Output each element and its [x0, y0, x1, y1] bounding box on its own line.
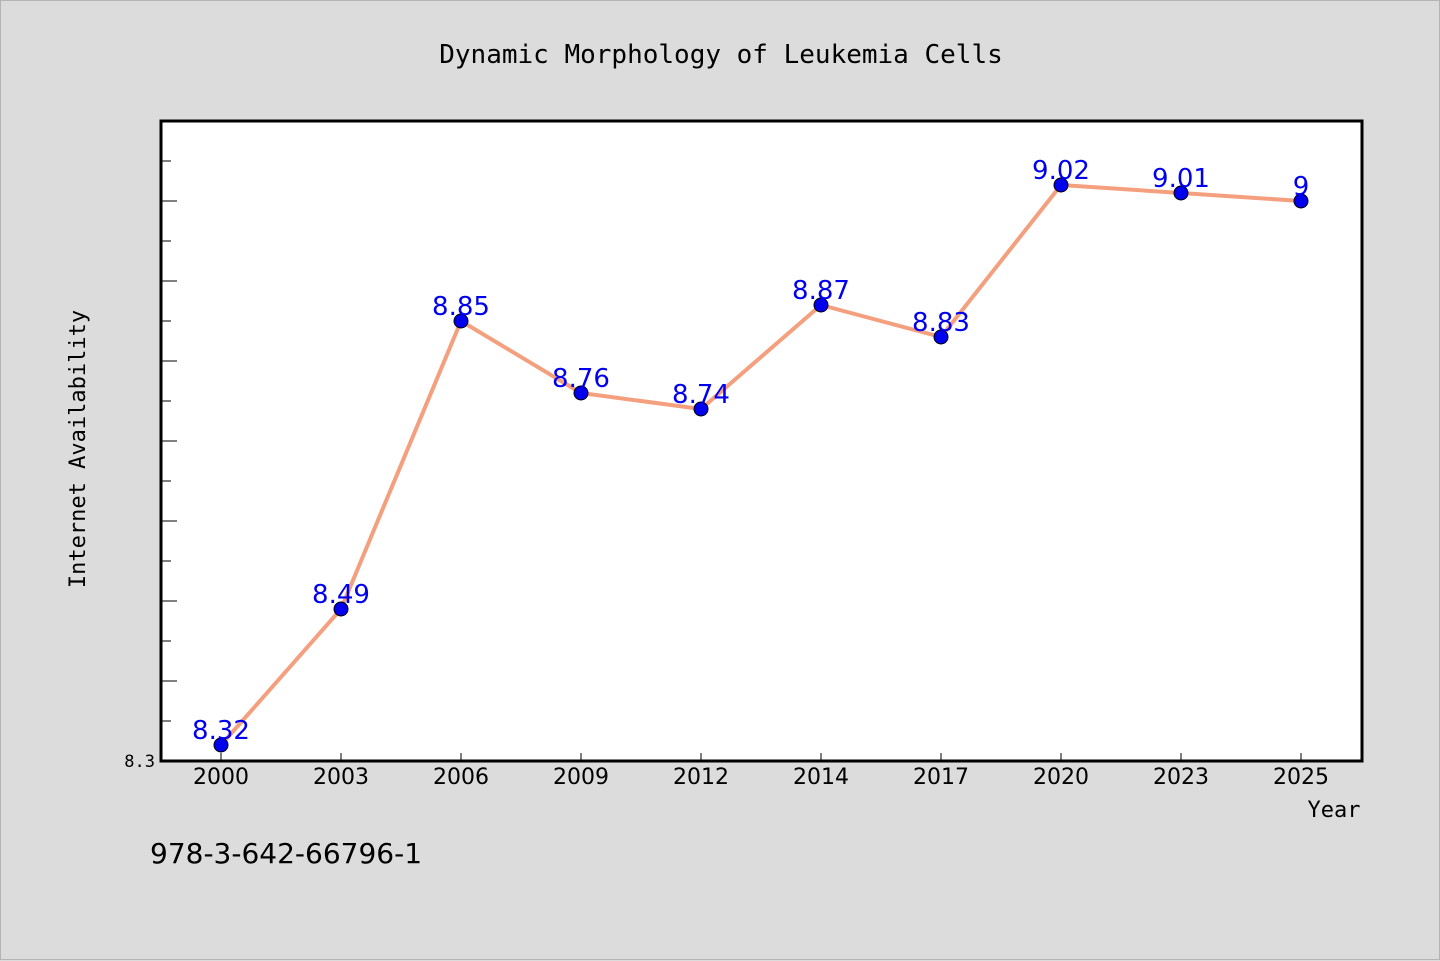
data-point: [333, 601, 349, 617]
x-tick-label: 2020: [1033, 765, 1089, 790]
y-axis-ticks: 8.3: [124, 120, 177, 772]
plot-area: [161, 121, 1362, 761]
series-line: [219, 183, 1303, 747]
plot-frame: [159, 119, 1364, 763]
data-point: [933, 329, 949, 345]
data-point: [1053, 177, 1069, 193]
x-tick-label: 2023: [1153, 765, 1209, 790]
x-tick-label: 2006: [433, 765, 489, 790]
x-axis-ticks: 2000 2003 2006 2009 2012 2014 2017 2020 2023 2025: [193, 753, 1329, 790]
data-label: 8.32: [192, 716, 250, 746]
data-point: [1293, 193, 1309, 209]
x-axis-label: Year: [1308, 798, 1361, 823]
x-tick-label: 2025: [1273, 765, 1329, 790]
x-tick-label: 2003: [313, 765, 369, 790]
data-label: 8.49: [312, 580, 370, 610]
data-label: 8.74: [672, 380, 730, 410]
isbn-footer: 978-3-642-66796-1: [150, 837, 422, 870]
x-tick-label: 2000: [193, 765, 249, 790]
data-label: 8.76: [552, 364, 610, 394]
x-tick-label: 2017: [913, 765, 969, 790]
series-layer: 8.32 8.49 8.85 8.76 8.74 8.87 8.83 9.02 9.01 9: [192, 156, 1310, 753]
data-label: 9: [1293, 172, 1310, 202]
y-axis-label: Internet Availability: [66, 310, 91, 588]
x-tick-label: 2014: [793, 765, 849, 790]
chart-title: Dynamic Morphology of Leukemia Cells: [439, 40, 1003, 70]
data-label: 8.83: [912, 308, 970, 338]
data-point: [453, 313, 469, 329]
data-point: [693, 401, 709, 417]
x-tick-label: 2009: [553, 765, 609, 790]
data-label: 8.87: [792, 276, 850, 306]
data-label: 9.01: [1152, 164, 1210, 194]
x-tick-label: 2012: [673, 765, 729, 790]
data-point: [573, 385, 589, 401]
data-point: [1173, 185, 1189, 201]
data-point: [213, 737, 229, 753]
data-label: 9.02: [1032, 156, 1090, 186]
data-point: [813, 297, 829, 313]
data-label: 8.85: [432, 292, 490, 322]
y-tick-label: 8.3: [124, 752, 155, 772]
